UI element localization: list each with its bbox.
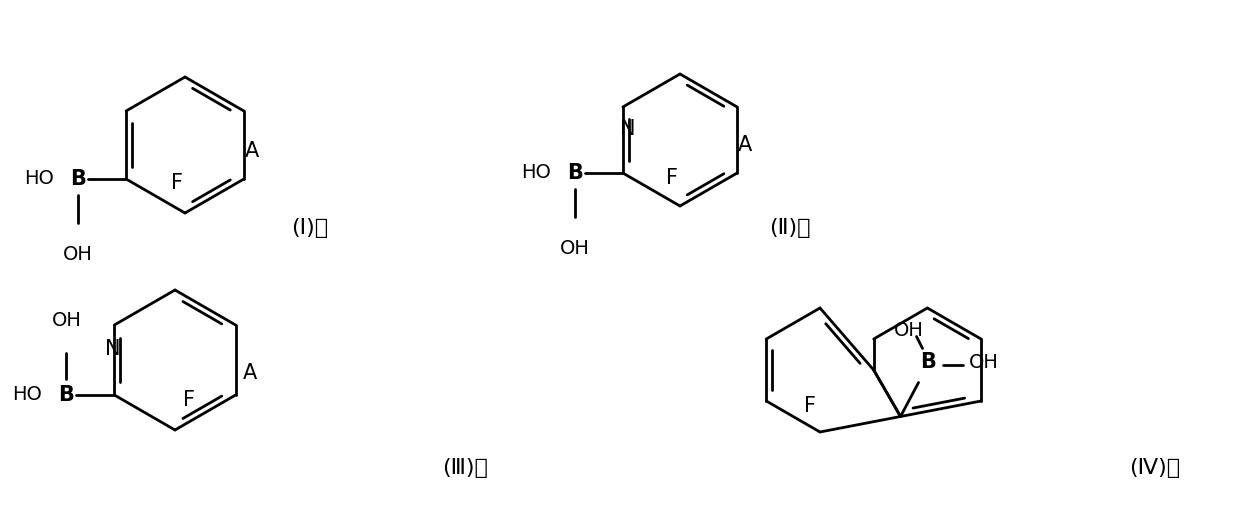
Text: B: B: [58, 385, 74, 405]
Text: (Ⅱ)、: (Ⅱ)、: [769, 218, 811, 238]
Text: A: A: [738, 135, 753, 155]
Text: B: B: [567, 163, 583, 183]
Text: F: F: [804, 396, 816, 416]
Text: OH: OH: [968, 353, 998, 372]
Text: (Ⅰ)、: (Ⅰ)、: [291, 218, 329, 238]
Text: HO: HO: [25, 169, 55, 188]
Text: (Ⅲ)、: (Ⅲ)、: [443, 458, 487, 478]
Text: OH: OH: [51, 312, 82, 331]
Text: F: F: [666, 168, 678, 188]
Text: HO: HO: [12, 385, 42, 405]
Text: F: F: [184, 390, 195, 410]
Text: HO: HO: [521, 164, 551, 183]
Text: (Ⅳ)、: (Ⅳ)、: [1130, 458, 1180, 478]
Text: OH: OH: [63, 246, 93, 265]
Text: OH: OH: [894, 321, 924, 340]
Text: B: B: [71, 169, 86, 189]
Text: N: N: [104, 339, 120, 359]
Text: N: N: [620, 119, 636, 139]
Text: A: A: [244, 141, 259, 161]
Text: F: F: [171, 173, 184, 193]
Text: OH: OH: [560, 239, 590, 259]
Text: A: A: [243, 363, 257, 383]
Text: B: B: [920, 352, 936, 373]
